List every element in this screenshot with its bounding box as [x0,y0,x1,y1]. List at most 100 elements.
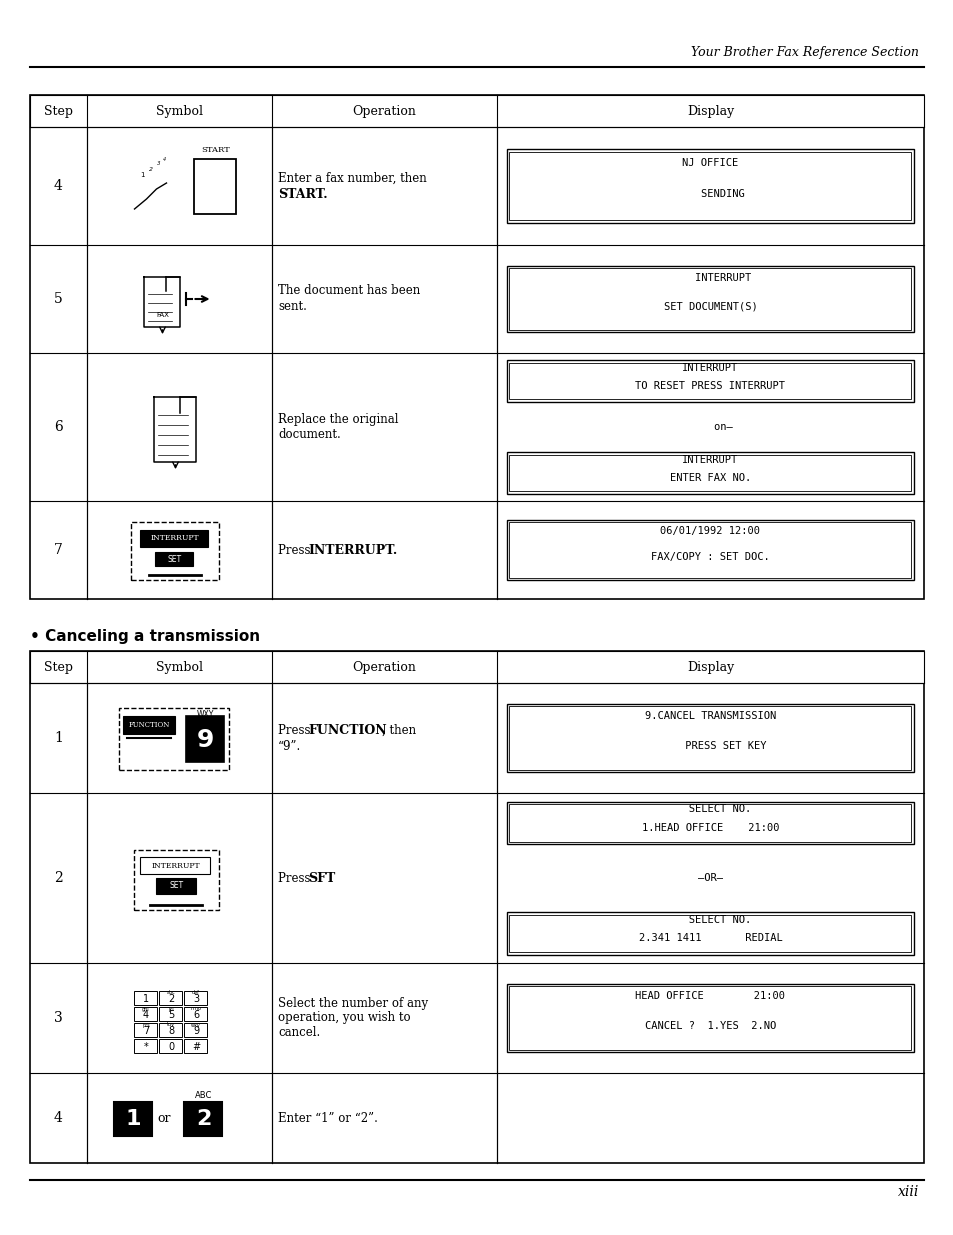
Text: Select the number of any: Select the number of any [277,998,428,1010]
Text: Press: Press [277,872,314,884]
Text: operation, you wish to: operation, you wish to [277,1011,410,1025]
Text: on–: on– [688,422,732,432]
Bar [506,266,913,332]
Text: NJ OFFICE: NJ OFFICE [681,158,738,168]
Bar [155,552,193,566]
Text: START: START [201,146,230,154]
Text: *: * [144,1042,149,1052]
Text: 06/01/1992 12:00: 06/01/1992 12:00 [659,526,760,536]
Text: 5: 5 [168,1010,174,1020]
Text: INTERRUPT: INTERRUPT [681,454,738,464]
Text: Your Brother Fax Reference Section: Your Brother Fax Reference Section [690,46,918,59]
Bar [506,361,913,401]
Text: 1: 1 [140,172,145,178]
Bar [159,1023,182,1037]
Text: or: or [157,1112,172,1125]
Text: 6: 6 [193,1010,199,1020]
Text: 4: 4 [54,1112,63,1125]
Text: wxy: wxy [191,1023,201,1028]
Text: Enter a fax number, then: Enter a fax number, then [277,172,426,184]
Text: prs: prs [142,1023,150,1028]
Text: 3: 3 [193,994,199,1004]
Text: , then: , then [381,724,416,736]
Bar [159,1039,182,1053]
Bar [156,878,196,894]
Bar [506,802,913,844]
Text: FUNCTION: FUNCTION [129,721,170,729]
Text: SELECT NO.: SELECT NO. [669,915,750,925]
Bar [134,1023,157,1037]
Bar [184,1007,208,1021]
Text: Symbol: Symbol [156,105,203,117]
Bar [509,706,910,769]
Bar [184,990,208,1005]
Text: SET: SET [168,555,181,563]
Bar [140,530,209,547]
Bar [134,1039,157,1053]
Bar [186,716,224,762]
Text: 4: 4 [54,179,63,193]
Text: document.: document. [277,429,340,441]
Text: Operation: Operation [353,105,416,117]
Text: CANCEL ?  1.YES  2.NO: CANCEL ? 1.YES 2.NO [644,1021,776,1031]
Text: jkl: jkl [168,1007,173,1011]
Text: Operation: Operation [353,661,416,673]
Text: The document has been: The document has been [277,284,420,298]
Bar [132,522,219,580]
Text: sent.: sent. [277,300,307,314]
Text: Step: Step [44,105,73,117]
Text: Display: Display [686,105,734,117]
Text: ABC: ABC [194,1092,212,1100]
Text: Symbol: Symbol [156,661,203,673]
Text: TO RESET PRESS INTERRUPT: TO RESET PRESS INTERRUPT [635,380,784,391]
Bar [159,990,182,1005]
Bar [134,850,219,910]
Text: FAX/COPY : SET DOC.: FAX/COPY : SET DOC. [651,552,769,562]
Text: 2: 2 [168,994,174,1004]
Text: 2.341 1411       REDIAL: 2.341 1411 REDIAL [638,934,781,944]
Bar [506,911,913,955]
Text: FUNCTION: FUNCTION [308,724,386,736]
Text: SET DOCUMENT(S): SET DOCUMENT(S) [663,301,757,311]
Text: ghi: ghi [142,1007,150,1011]
Bar [509,152,910,220]
Text: 0: 0 [168,1042,173,1052]
Bar [134,990,157,1005]
Text: • Canceling a transmission: • Canceling a transmission [30,629,260,643]
Bar [509,454,910,492]
Text: 9.CANCEL TRANSMISSION: 9.CANCEL TRANSMISSION [644,711,776,721]
Text: SFT: SFT [308,872,335,884]
Text: 2: 2 [149,167,152,172]
Text: 1: 1 [54,731,63,745]
Text: SET: SET [170,882,183,890]
Text: INTERRUPT: INTERRUPT [151,862,199,869]
Text: def: def [192,990,200,995]
Text: 9: 9 [196,727,214,752]
Text: 8: 8 [168,1026,173,1036]
Bar [506,149,913,222]
Text: Press: Press [277,724,314,736]
Bar [159,1007,182,1021]
Text: abc: abc [167,990,175,995]
Text: “9”.: “9”. [277,740,301,752]
Text: 2: 2 [54,871,63,885]
Text: INTERRUPT: INTERRUPT [150,535,198,542]
Bar [509,268,910,330]
Text: ENTER FAX NO.: ENTER FAX NO. [669,473,750,483]
Bar [509,987,910,1050]
Text: INTERRUPT: INTERRUPT [681,363,738,373]
Bar [506,984,913,1052]
Text: 1.HEAD OFFICE    21:00: 1.HEAD OFFICE 21:00 [641,823,779,832]
Text: cancel.: cancel. [277,1025,320,1039]
Text: INTERRUPT.: INTERRUPT. [308,543,396,557]
Text: Replace the original: Replace the original [277,412,398,426]
Text: Enter “1” or “2”.: Enter “1” or “2”. [277,1112,377,1125]
Text: 9: 9 [193,1026,199,1036]
Text: tuv: tuv [167,1023,174,1028]
Text: 7: 7 [143,1026,149,1036]
Bar [134,1007,157,1021]
Bar [184,1039,208,1053]
Bar [114,1102,152,1136]
Text: #: # [192,1042,200,1052]
Bar [506,452,913,494]
